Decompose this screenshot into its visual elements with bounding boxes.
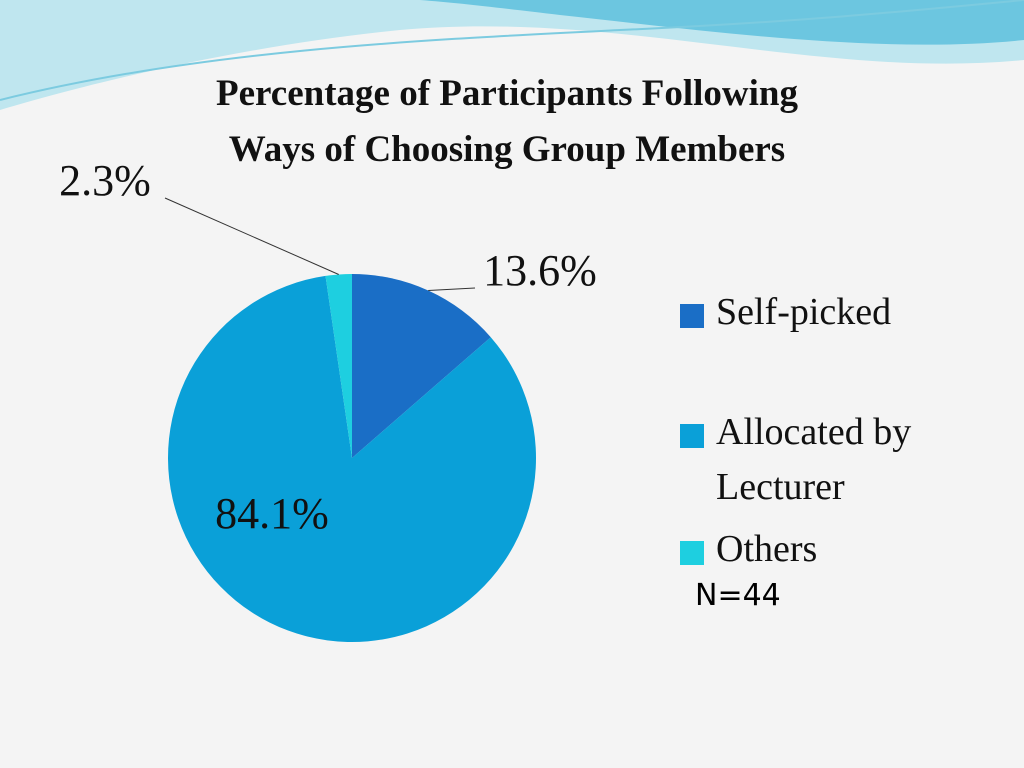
legend-entry: Self-picked	[678, 285, 978, 340]
legend-entry: Allocated by Lecturer	[678, 405, 978, 515]
wave-line	[0, 0, 1024, 101]
legend-swatch	[680, 304, 704, 328]
wave	[420, 0, 1024, 45]
legend-swatch	[680, 541, 704, 565]
pie-slice	[168, 275, 537, 642]
chart-title: Percentage of Participants Following Way…	[216, 73, 798, 170]
legend-label: Allocated by Lecturer	[716, 411, 912, 508]
pie-slice	[352, 274, 491, 458]
annotation: N=44	[695, 578, 781, 613]
data-label: 13.6%	[483, 246, 597, 295]
leader-line	[164, 197, 339, 275]
data-label: 84.1%	[215, 489, 329, 538]
legend-label: Others	[716, 528, 818, 570]
pie: 13.6% 84.1% 2.3%	[59, 156, 597, 642]
legend-swatch	[680, 424, 704, 448]
leader-line	[428, 287, 476, 292]
legend-label: Self-picked	[716, 291, 892, 333]
data-label: 2.3%	[59, 156, 151, 205]
legend-entry: Others	[678, 522, 978, 577]
pie-slice	[325, 274, 352, 458]
